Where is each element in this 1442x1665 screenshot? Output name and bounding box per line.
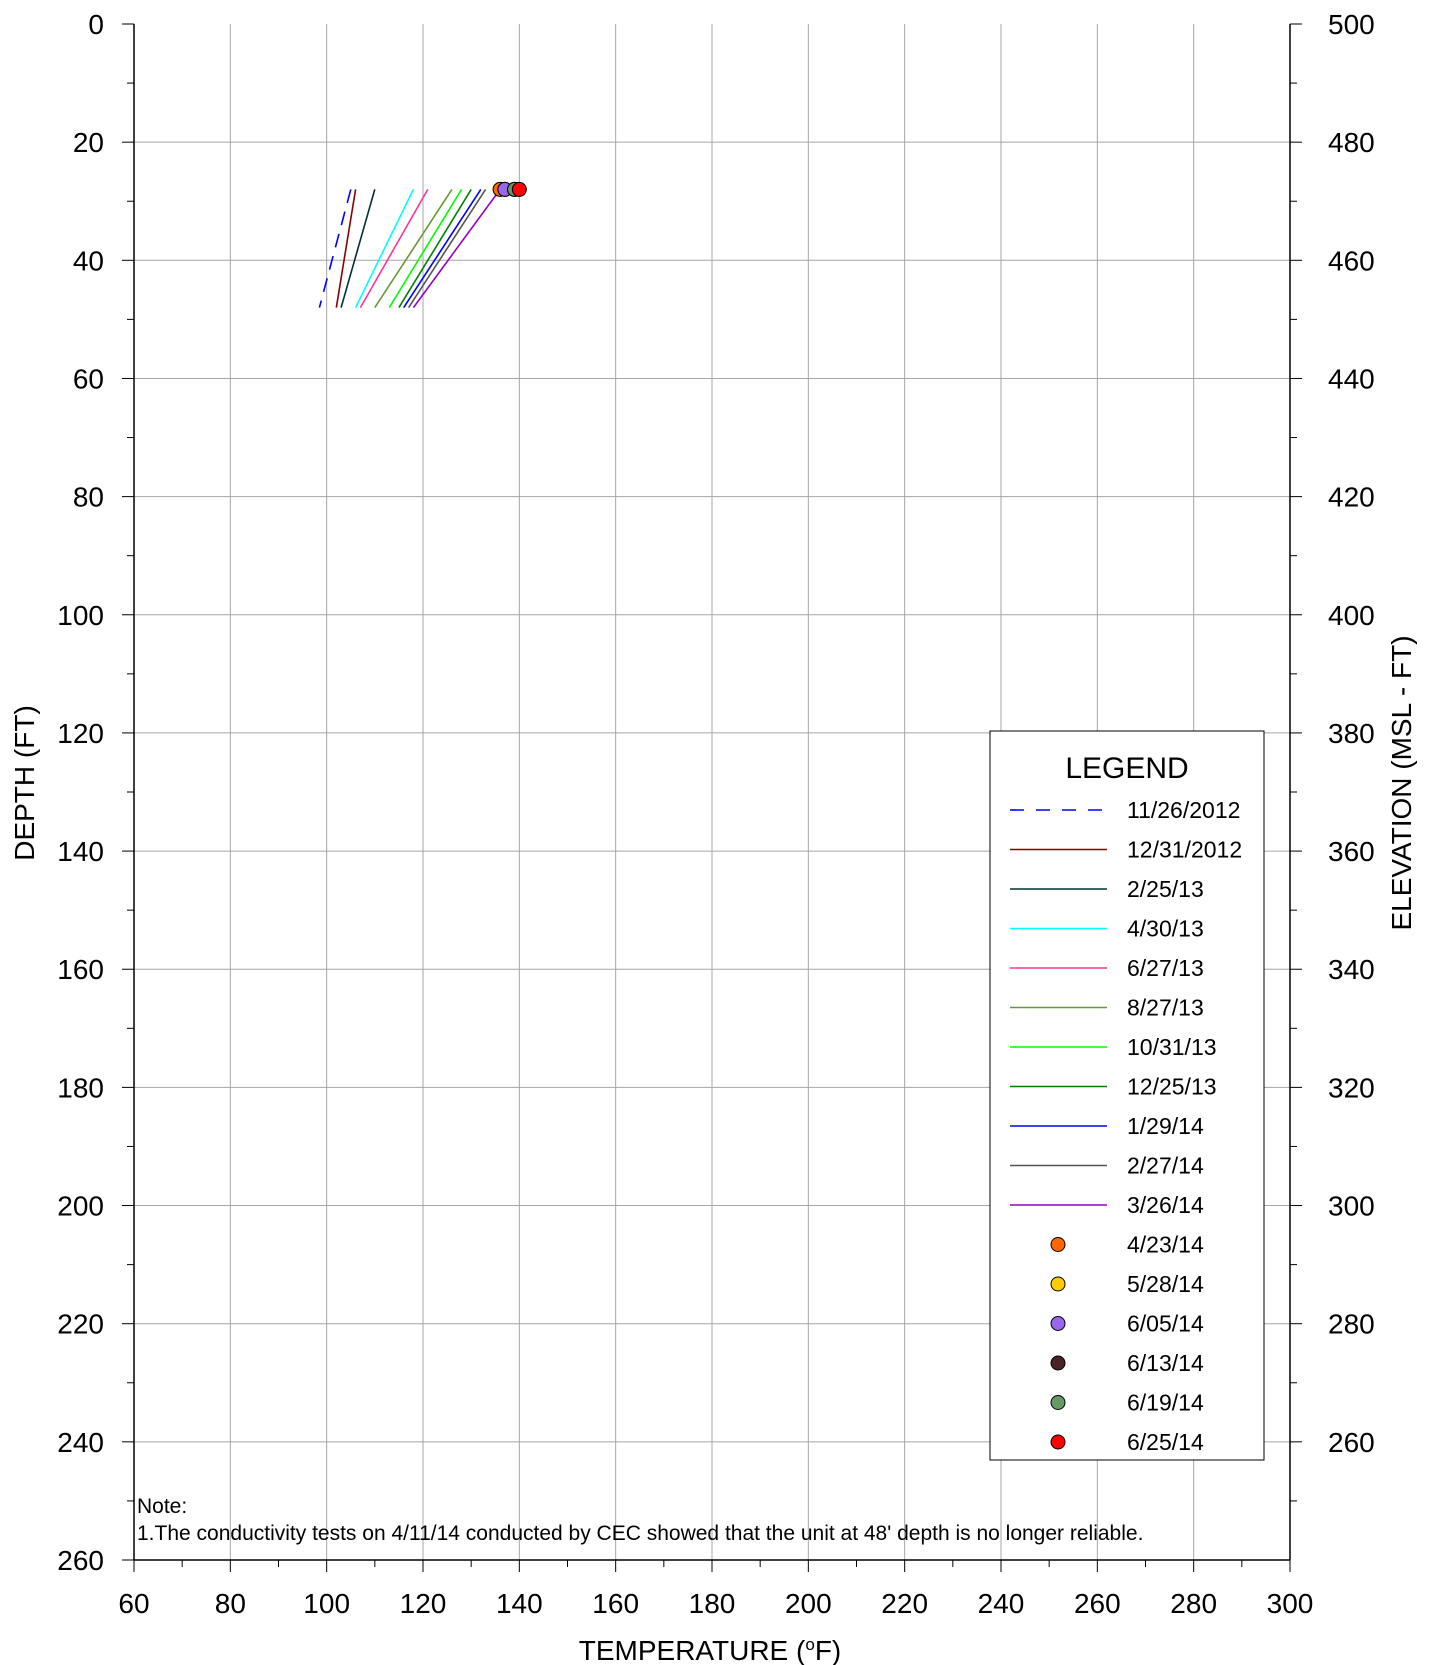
note-text: 1.The conductivity tests on 4/11/14 cond… <box>137 1522 1143 1545</box>
x-tick-label: 140 <box>496 1588 543 1619</box>
series-line <box>354 189 415 308</box>
x-tick-label: 180 <box>689 1588 736 1619</box>
left-y-tick-label: 40 <box>73 245 104 276</box>
x-tick-label: 120 <box>400 1588 447 1619</box>
legend-marker-swatch <box>1050 1316 1066 1331</box>
legend-marker-swatch <box>1050 1237 1066 1252</box>
legend-label: 2/27/14 <box>1127 1153 1204 1179</box>
legend-label: 6/13/14 <box>1127 1350 1204 1376</box>
left-y-tick-label: 60 <box>73 363 104 394</box>
legend-label: 6/05/14 <box>1127 1311 1204 1337</box>
legend-label: 4/30/13 <box>1127 916 1204 942</box>
note-title: Note: <box>137 1495 187 1518</box>
left-y-tick-label: 0 <box>88 9 104 40</box>
series-lines <box>318 188 501 309</box>
left-y-tick-label: 120 <box>57 718 104 749</box>
left-y-tick-label: 220 <box>57 1309 104 1340</box>
legend-marker-swatch <box>1050 1434 1066 1450</box>
series-line <box>374 188 453 309</box>
right-y-tick-label: 460 <box>1328 245 1375 276</box>
legend-label: 10/31/13 <box>1127 1034 1217 1060</box>
right-y-tick-label: 320 <box>1328 1072 1375 1103</box>
left-y-tick-label: 100 <box>57 600 104 631</box>
series-line <box>340 189 376 308</box>
legend-label: 8/27/13 <box>1127 995 1204 1021</box>
series-line <box>318 189 352 308</box>
right-y-tick-label: 360 <box>1328 836 1375 867</box>
left-y-axis-ticks: 0 20 40 60 80 100 120 140 160 180 200 220 240 260 <box>57 9 134 1576</box>
right-y-tick-label: 380 <box>1328 718 1375 749</box>
series-points <box>492 181 527 197</box>
legend-label: 4/23/14 <box>1127 1232 1204 1258</box>
right-y-tick-label: 500 <box>1328 9 1375 40</box>
legend-label: 12/25/13 <box>1127 1074 1217 1100</box>
series-line <box>412 188 501 309</box>
left-y-tick-label: 20 <box>73 127 104 158</box>
x-tick-label: 60 <box>118 1588 149 1619</box>
legend-label: 1/29/14 <box>1127 1113 1204 1139</box>
x-tick-label: 160 <box>592 1588 639 1619</box>
right-y-tick-label: 260 <box>1328 1427 1375 1458</box>
legend-marker-swatch <box>1050 1395 1066 1410</box>
left-y-tick-label: 180 <box>57 1072 104 1103</box>
x-tick-label: 240 <box>978 1588 1025 1619</box>
legend-items: 11/26/2012 12/31/2012 2/25/13 4/30/13 6/27/1… <box>1010 797 1242 1455</box>
x-axis-ticks: 60 80 100 120 140 160 180 200 220 240 260 280 300 <box>118 1560 1313 1619</box>
right-y-tick-label: 300 <box>1328 1191 1375 1222</box>
right-y-tick-label: 480 <box>1328 127 1375 158</box>
legend-label: 11/26/2012 <box>1127 797 1240 823</box>
series-line <box>388 188 463 309</box>
left-y-axis-title: DEPTH (FT) <box>9 705 40 861</box>
legend-label: 3/26/14 <box>1127 1192 1204 1218</box>
x-tick-label: 200 <box>785 1588 832 1619</box>
legend-label: 6/19/14 <box>1127 1390 1204 1416</box>
legend-label: 2/25/13 <box>1127 876 1204 902</box>
x-tick-label: 300 <box>1267 1588 1314 1619</box>
x-tick-label: 100 <box>303 1588 350 1619</box>
left-y-tick-label: 140 <box>57 836 104 867</box>
x-tick-label: 80 <box>215 1588 246 1619</box>
left-y-tick-label: 160 <box>57 954 104 985</box>
series-line <box>407 188 487 309</box>
right-y-tick-label: 440 <box>1328 363 1375 394</box>
x-tick-label: 280 <box>1170 1588 1217 1619</box>
series-line <box>403 188 482 309</box>
right-y-tick-label: 400 <box>1328 600 1375 631</box>
series-line <box>335 189 357 308</box>
legend-label: 5/28/14 <box>1127 1271 1204 1297</box>
right-y-axis-title: ELEVATION (MSL - FT) <box>1386 635 1417 930</box>
series-line <box>398 188 472 309</box>
x-tick-label: 220 <box>881 1588 928 1619</box>
left-y-tick-label: 200 <box>57 1191 104 1222</box>
right-y-tick-label: 280 <box>1328 1309 1375 1340</box>
legend: LEGEND 11/26/2012 12/31/2012 2/25/13 4/30/1… <box>989 730 1265 1461</box>
legend-title: LEGEND <box>1065 752 1188 785</box>
legend-marker-swatch <box>1050 1355 1066 1371</box>
left-y-tick-label: 240 <box>57 1427 104 1458</box>
right-y-axis-ticks: 500 480 460 440 420 400 380 360 340 320 300 280 260 <box>1290 9 1375 1502</box>
legend-marker-swatch <box>1050 1276 1066 1292</box>
series-line <box>359 189 429 308</box>
x-axis-title-superscript: o <box>805 1635 814 1654</box>
right-y-tick-label: 420 <box>1328 482 1375 513</box>
legend-label: 6/25/14 <box>1127 1429 1204 1455</box>
right-y-tick-label: 340 <box>1328 954 1375 985</box>
legend-label: 12/31/2012 <box>1127 837 1242 863</box>
series-point <box>511 181 527 197</box>
x-axis-title: TEMPERATURE (oF) <box>579 1635 842 1665</box>
left-y-tick-label: 260 <box>57 1545 104 1576</box>
left-y-tick-label: 80 <box>73 482 104 513</box>
x-tick-label: 260 <box>1074 1588 1121 1619</box>
legend-box <box>989 730 1265 1461</box>
legend-label: 6/27/13 <box>1127 955 1204 981</box>
